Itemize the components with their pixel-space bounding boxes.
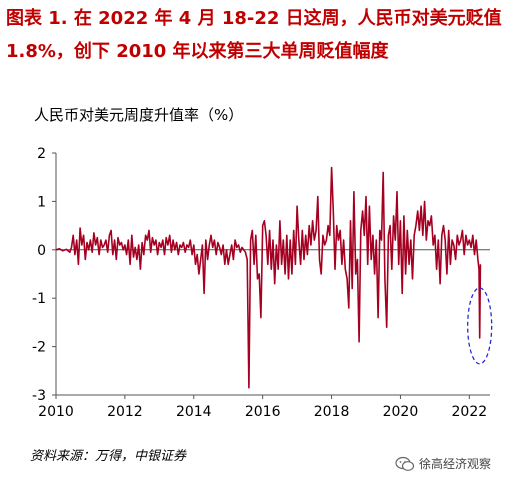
source-note: 资料来源：万得，中银证券 xyxy=(30,449,187,464)
series-group xyxy=(55,166,482,389)
watermark-text: 徐高经济观察 xyxy=(419,457,492,471)
x-tick-label: 2014 xyxy=(176,404,212,420)
y-tick-label: -2 xyxy=(32,340,46,356)
y-tick-label: -1 xyxy=(32,291,46,307)
watermark: 徐高经济观察 xyxy=(395,455,491,472)
x-tick-label: 2022 xyxy=(452,404,488,420)
x-tick-label: 2020 xyxy=(383,404,419,420)
highlight-ellipse xyxy=(467,287,493,365)
series-line-0 xyxy=(55,166,482,389)
y-tick-label: -3 xyxy=(32,388,46,404)
y-tick-label: 0 xyxy=(37,243,46,259)
x-tick-label: 2018 xyxy=(314,404,350,420)
annotation-group xyxy=(467,287,493,365)
chart-title: 图表 1. 在 2022 年 4 月 18-22 日这周，人民币对美元贬值 1.… xyxy=(6,8,502,62)
x-tick-label: 2010 xyxy=(38,404,74,420)
y-axis-label: 人民币对美元周度升值率（%） xyxy=(34,106,244,124)
x-tick-label: 2016 xyxy=(245,404,281,420)
x-tick-label: 2012 xyxy=(107,404,143,420)
y-tick-label: 2 xyxy=(37,146,46,162)
wechat-icon xyxy=(395,456,415,471)
y-tick-label: 1 xyxy=(37,194,46,210)
